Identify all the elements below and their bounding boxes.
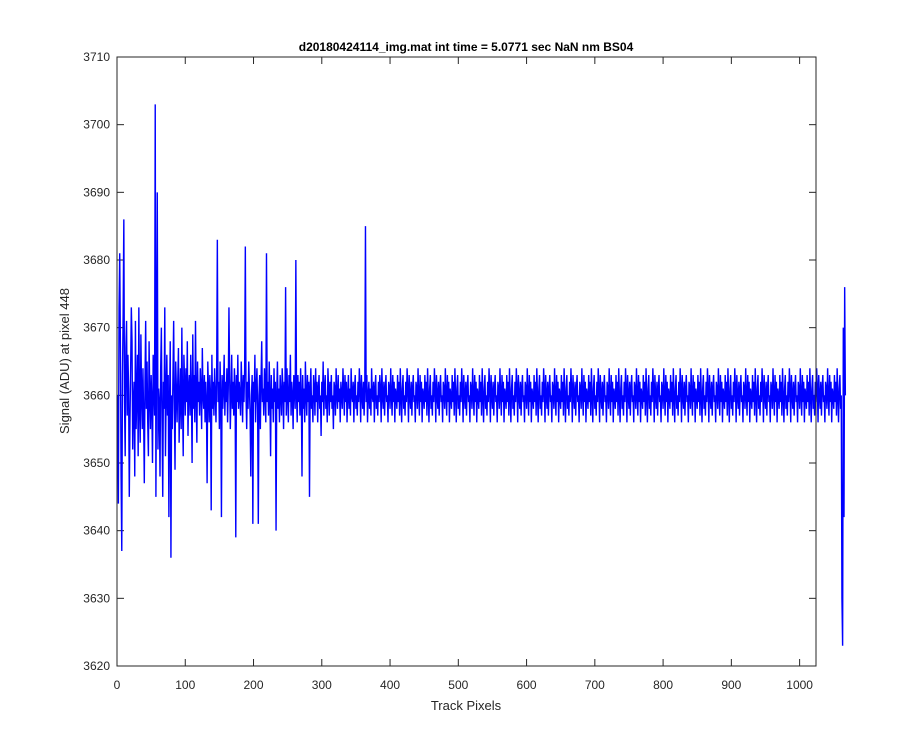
chart-title: d20180424114_img.mat int time = 5.0771 s… bbox=[299, 40, 634, 54]
x-tick-label: 0 bbox=[114, 678, 121, 692]
y-tick-label: 3710 bbox=[83, 50, 110, 64]
x-tick-label: 800 bbox=[653, 678, 673, 692]
y-tick-label: 3680 bbox=[83, 253, 110, 267]
x-tick-label: 100 bbox=[175, 678, 195, 692]
axes-box bbox=[116, 56, 817, 667]
y-tick-label: 3670 bbox=[83, 321, 110, 335]
x-tick-label: 200 bbox=[244, 678, 264, 692]
x-tick-label: 1000 bbox=[786, 678, 813, 692]
y-tick-label: 3630 bbox=[83, 591, 110, 605]
y-tick-label: 3620 bbox=[83, 659, 110, 673]
x-tick-label: 400 bbox=[380, 678, 400, 692]
x-tick-label: 900 bbox=[721, 678, 741, 692]
x-axis-label: Track Pixels bbox=[431, 698, 502, 713]
signal-series-line bbox=[116, 104, 847, 646]
y-axis-label: Signal (ADU) at pixel 448 bbox=[57, 288, 72, 434]
y-tick-label: 3640 bbox=[83, 524, 110, 538]
y-axis: 3620 3630 3640 3650 3660 3670 3680 3690 3700 3710 bbox=[83, 50, 816, 673]
x-tick-label: 500 bbox=[448, 678, 468, 692]
x-tick-label: 300 bbox=[312, 678, 332, 692]
y-tick-label: 3650 bbox=[83, 456, 110, 470]
plot-area bbox=[117, 57, 816, 666]
y-tick-label: 3660 bbox=[83, 388, 110, 402]
x-tick-label: 600 bbox=[517, 678, 537, 692]
x-axis: 0 100 200 300 400 500 600 700 800 900 1000 bbox=[114, 57, 813, 692]
y-tick-label: 3690 bbox=[83, 185, 110, 199]
y-tick-label: 3700 bbox=[83, 118, 110, 132]
x-tick-label: 700 bbox=[585, 678, 605, 692]
